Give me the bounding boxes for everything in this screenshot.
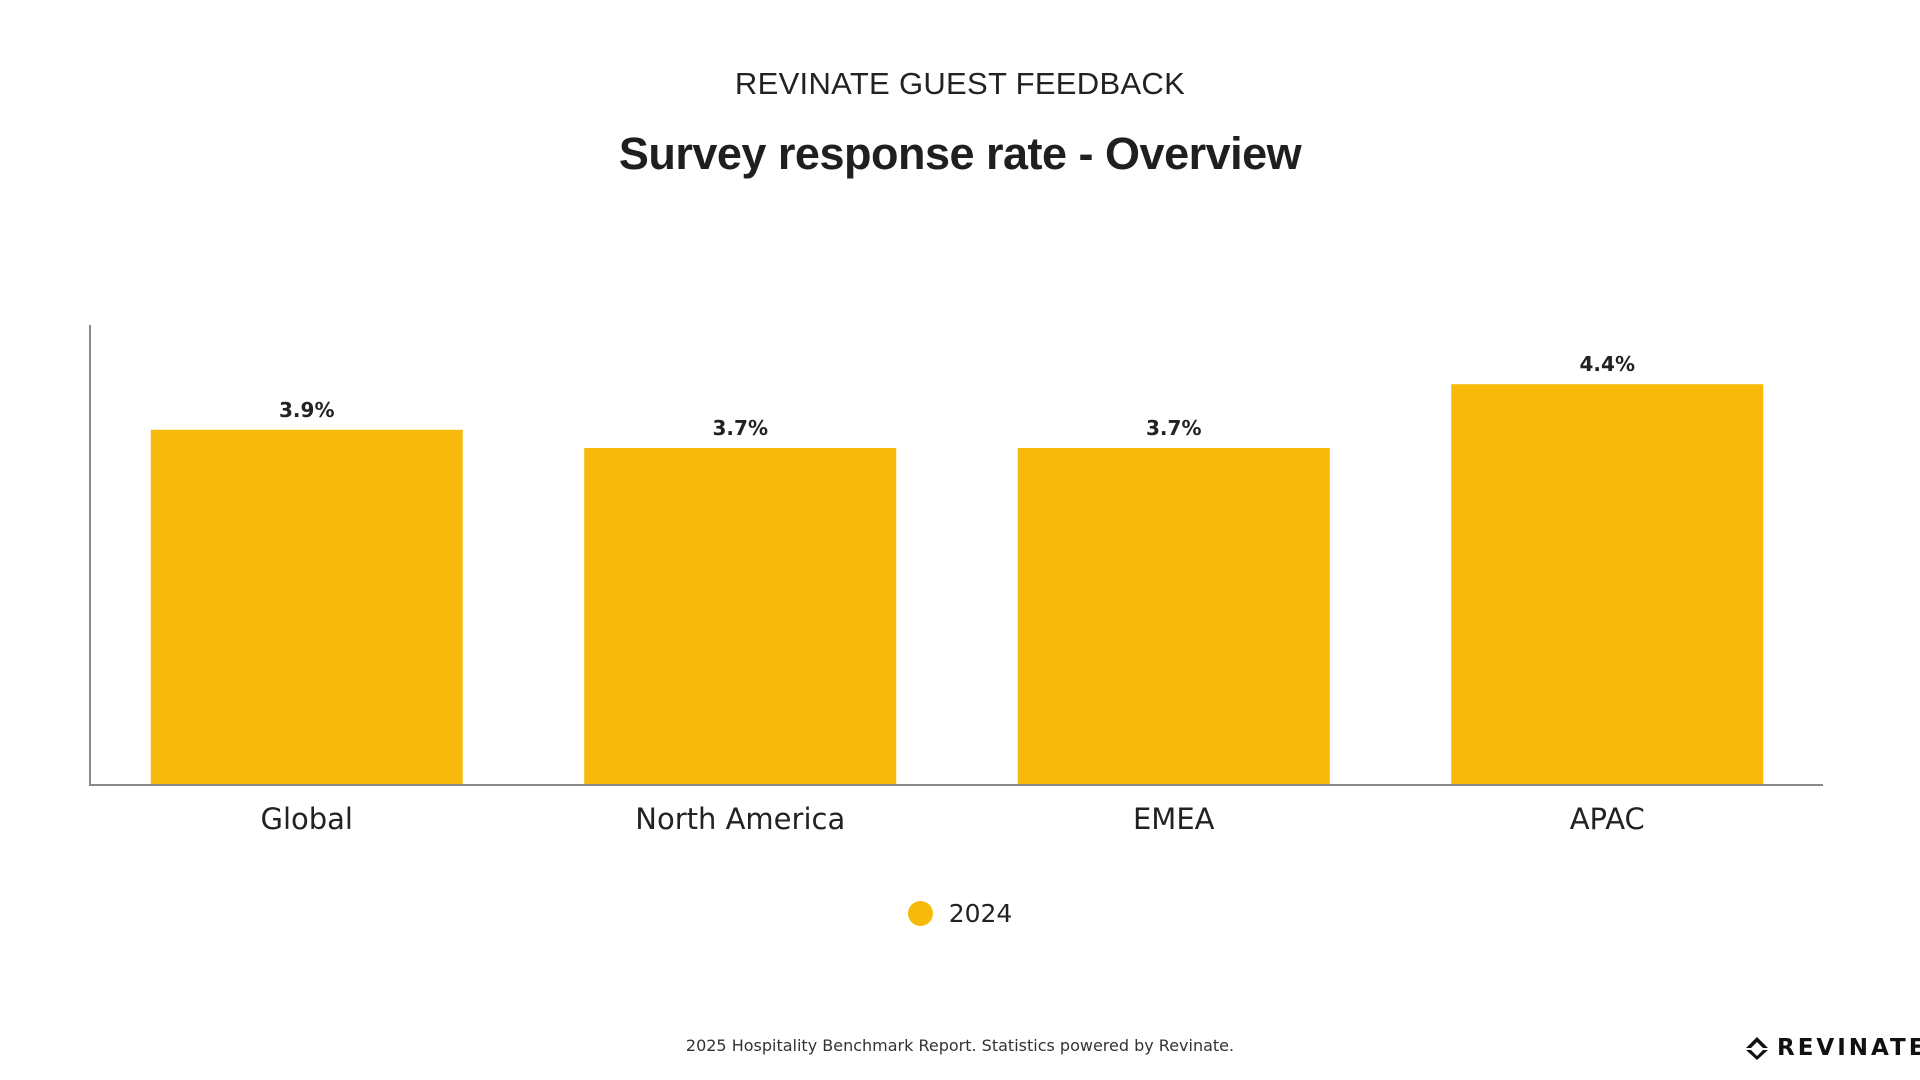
data-label-global: 3.9% <box>279 398 334 422</box>
data-label-north-america: 3.7% <box>713 416 768 440</box>
x-tick-label-north-america: North America <box>635 802 845 836</box>
report-eyebrow: REVINATE GUEST FEEDBACK <box>734 66 1186 101</box>
data-label-emea: 3.7% <box>1146 416 1201 440</box>
footer-note: 2025 Hospitality Benchmark Report. Stati… <box>685 1036 1235 1055</box>
revinate-wordmark: REVINATE <box>1777 1035 1920 1061</box>
bar-global <box>150 429 463 785</box>
bar-emea <box>1017 447 1330 785</box>
bar-north-america <box>584 447 897 785</box>
data-label-apac: 4.4% <box>1580 352 1635 376</box>
bar-apac <box>1451 384 1764 785</box>
chart-title: Survey response rate - Overview <box>618 128 1302 179</box>
legend-label-2024: 2024 <box>948 899 1013 928</box>
revinate-logo: REVINATE <box>1745 1033 1920 1063</box>
chart-legend: 2024 <box>0 899 1920 928</box>
x-tick-label-apac: APAC <box>1570 802 1645 836</box>
x-tick-label-global: Global <box>260 802 353 836</box>
x-tick-label-emea: EMEA <box>1133 802 1215 836</box>
revinate-logo-icon <box>1746 1037 1768 1060</box>
legend-swatch-2024 <box>907 901 933 926</box>
